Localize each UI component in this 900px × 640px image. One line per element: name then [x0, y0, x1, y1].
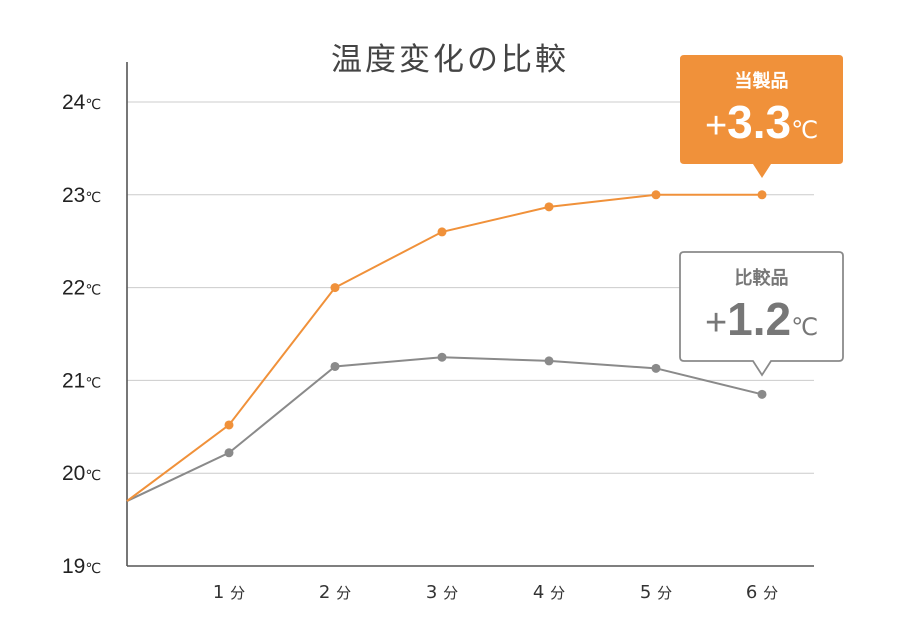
- callout-label: 比較品: [735, 267, 789, 289]
- data-point: [330, 361, 340, 371]
- x-tick-label-5: 5 分: [640, 582, 672, 603]
- callout-comparison: 比較品 +1.2℃: [679, 251, 844, 377]
- series-product: [126, 190, 767, 502]
- data-point: [437, 227, 447, 237]
- y-tick-label-19: 19℃: [62, 555, 101, 578]
- callout-label: 当製品: [735, 70, 789, 92]
- chart-title: 温度変化の比較: [331, 42, 569, 78]
- y-tick-label-22: 22℃: [62, 277, 101, 300]
- y-tick-label-21: 21℃: [62, 369, 101, 392]
- callouts: 当製品 +3.3℃ 比較品 +1.2℃: [679, 55, 844, 377]
- x-tick-label-1: 1 分: [213, 582, 245, 603]
- callout-box: [680, 55, 843, 178]
- callout-value: +3.3℃: [705, 96, 818, 148]
- data-point: [437, 352, 447, 362]
- series-lines: [126, 190, 767, 502]
- data-point: [224, 448, 234, 458]
- data-point: [544, 356, 554, 366]
- data-point: [757, 190, 767, 200]
- y-axis-ticks: 19℃ 20℃ 21℃ 22℃ 23℃ 24℃: [62, 91, 101, 578]
- data-point: [224, 420, 234, 430]
- data-point: [757, 389, 767, 399]
- callout-product: 当製品 +3.3℃: [680, 55, 843, 178]
- x-tick-label-2: 2 分: [319, 582, 351, 603]
- data-point: [330, 283, 340, 293]
- x-tick-label-3: 3 分: [426, 582, 458, 603]
- data-point: [651, 363, 661, 373]
- x-axis-ticks: 1 分 2 分 3 分 4 分 5 分 6 分: [213, 582, 778, 603]
- data-point: [544, 202, 554, 212]
- callout-box: [679, 251, 844, 377]
- y-tick-label-20: 20℃: [62, 462, 101, 485]
- callout-value: +1.2℃: [705, 293, 818, 345]
- y-tick-label-23: 23℃: [62, 184, 101, 207]
- data-point: [651, 190, 661, 200]
- y-tick-label-24: 24℃: [62, 91, 101, 114]
- axes: [126, 62, 814, 567]
- series-comparison: [126, 352, 767, 502]
- x-tick-label-4: 4 分: [533, 582, 565, 603]
- x-tick-label-6: 6 分: [746, 582, 778, 603]
